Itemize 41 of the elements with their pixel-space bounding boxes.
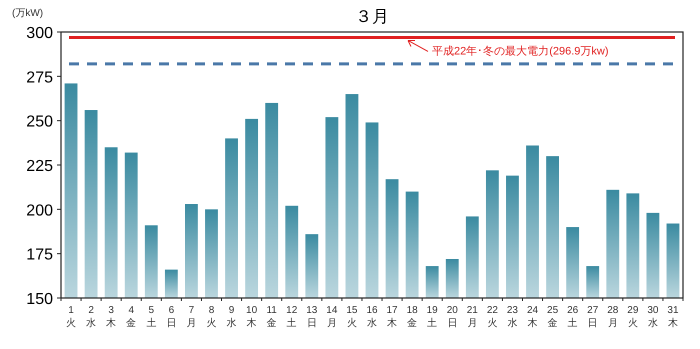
x-tick-label: 12 土 <box>286 305 298 329</box>
x-tick-label: 6 日 <box>166 305 176 329</box>
y-tick-label: 175 <box>26 246 54 264</box>
x-tick-label: 15 火 <box>346 305 358 329</box>
x-tick-label: 18 金 <box>406 305 418 329</box>
x-tick-label: 19 土 <box>426 305 438 329</box>
x-tick-label: 2 水 <box>86 305 96 329</box>
x-tick-label: 27 日 <box>587 305 599 329</box>
x-tick-label: 3 木 <box>106 305 116 329</box>
x-tick-label: 4 金 <box>126 305 136 329</box>
legend-label: 平成22年･冬の最大電力(296.9万kw) <box>432 44 609 58</box>
x-tick-label: 5 土 <box>146 305 156 329</box>
x-tick-label: 30 水 <box>647 305 659 329</box>
x-tick-label: 10 木 <box>246 305 258 329</box>
x-tick-label: 14 月 <box>326 305 338 329</box>
x-tick-label: 9 水 <box>226 305 237 329</box>
x-tick-label: 29 火 <box>627 305 639 329</box>
x-tick-label: 7 月 <box>186 305 196 329</box>
x-tick-label: 25 金 <box>547 305 559 329</box>
x-tick-label: 21 月 <box>466 305 478 329</box>
x-tick-label: 31 木 <box>667 305 679 329</box>
y-tick-label: 275 <box>26 69 54 86</box>
x-tick-label: 1 火 <box>66 305 76 329</box>
x-tick-label: 13 日 <box>306 305 318 329</box>
x-tick-label: 8 火 <box>206 305 216 329</box>
x-tick-label: 20 日 <box>446 305 458 329</box>
x-tick-label: 22 火 <box>486 305 498 329</box>
x-tick-label: 23 水 <box>506 305 518 329</box>
y-tick-label: 225 <box>26 158 54 175</box>
x-tick-label: 28 月 <box>607 305 619 329</box>
y-tick-label: 250 <box>26 114 54 131</box>
x-tick-label: 17 木 <box>386 305 398 329</box>
x-tick-label: 26 土 <box>567 305 579 329</box>
y-tick-label: 150 <box>26 291 54 308</box>
chart-title: ３月 <box>355 7 389 26</box>
y-tick-label: 200 <box>26 202 54 220</box>
x-tick-label: 16 水 <box>366 305 378 329</box>
y-axis-title: (万kW) <box>12 8 44 19</box>
x-tick-label: 11 金 <box>266 305 278 329</box>
y-tick-label: 300 <box>26 25 54 42</box>
x-tick-label: 24 木 <box>526 305 539 329</box>
